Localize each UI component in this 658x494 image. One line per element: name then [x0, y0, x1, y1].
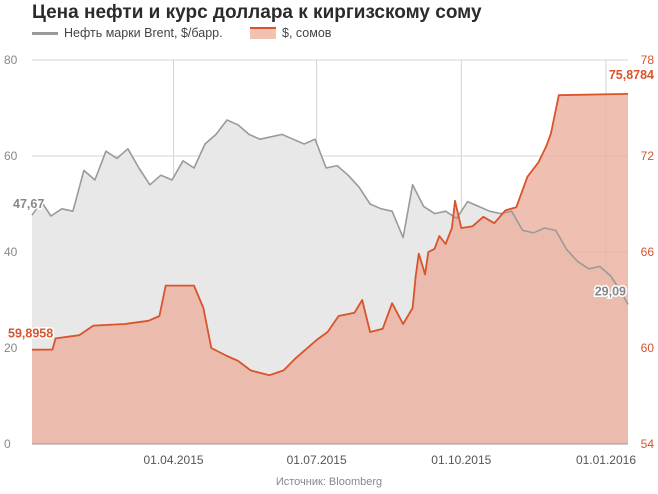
- legend-swatch-usd: [250, 27, 276, 39]
- oil-start-label: 47,67: [13, 197, 44, 211]
- x-axis-tick-label: 01.04.2015: [143, 453, 203, 467]
- source-note: Источник: Bloomberg: [275, 476, 383, 488]
- legend-item-oil: Нефть марки Brent, $/барр.: [32, 26, 223, 40]
- right-axis-tick-label: 78: [641, 53, 655, 67]
- usd-area: [32, 93, 628, 445]
- x-axis-tick-label: 01.01.2016: [576, 453, 636, 467]
- legend-item-usd: $, сомов: [250, 26, 331, 40]
- usd-end-label: 75,8784: [609, 68, 654, 82]
- right-axis-tick-label: 60: [641, 341, 655, 355]
- oil-end-label: 29,09: [595, 284, 626, 298]
- x-axis-tick-label: 01.10.2015: [431, 453, 491, 467]
- right-axis-tick-label: 72: [641, 149, 655, 163]
- left-axis-tick-label: 80: [4, 53, 18, 67]
- right-axis-tick-label: 66: [641, 245, 655, 259]
- left-axis-tick-label: 0: [4, 437, 11, 451]
- left-axis-tick-label: 60: [4, 149, 18, 163]
- legend-label-usd: $, сомов: [282, 26, 332, 40]
- usd-series-line: [31, 93, 629, 377]
- legend-label-oil: Нефть марки Brent, $/барр.: [64, 26, 223, 40]
- usd-start-label: 59,8958: [8, 327, 53, 341]
- chart-title: Цена нефти и курс доллара к киргизскому …: [32, 2, 482, 23]
- x-axis-tick-label: 01.07.2015: [287, 453, 347, 467]
- left-axis-tick-label: 40: [4, 245, 18, 259]
- legend-swatch-oil: [32, 31, 58, 35]
- oil-series-line: [31, 119, 629, 305]
- left-axis-tick-label: 20: [4, 341, 18, 355]
- right-axis-tick-label: 54: [641, 437, 655, 451]
